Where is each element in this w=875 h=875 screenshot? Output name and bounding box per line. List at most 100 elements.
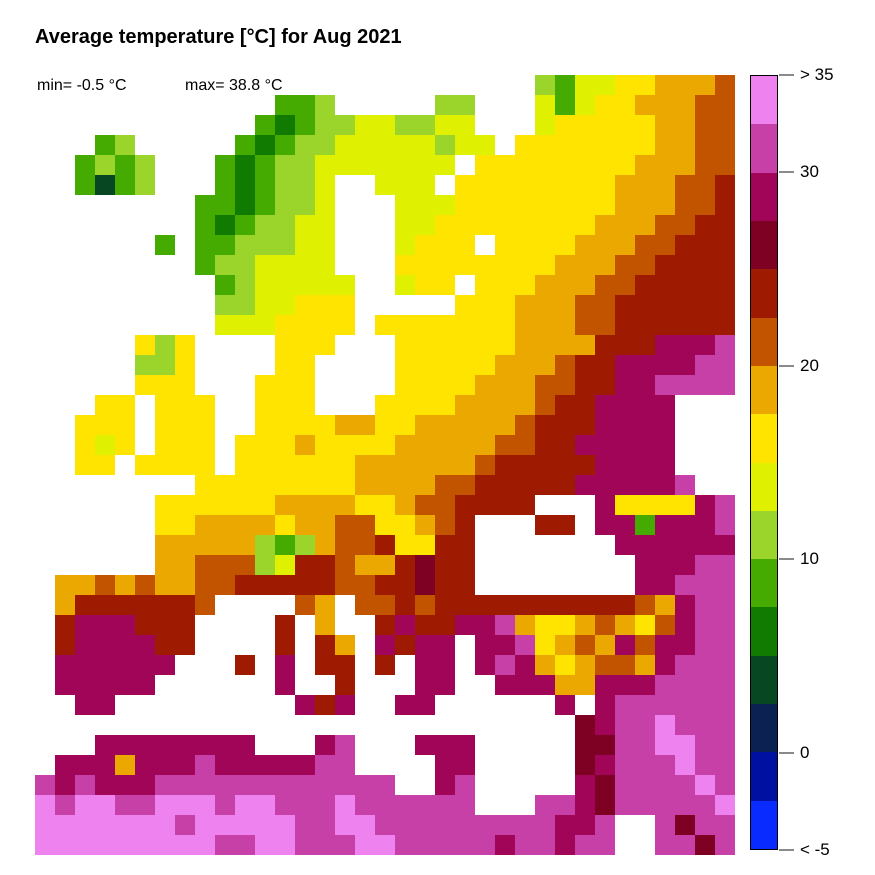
map-cell <box>435 535 475 555</box>
map-cell <box>75 795 115 815</box>
map-cell <box>195 635 275 655</box>
map-cell <box>455 615 495 635</box>
colorbar-segment <box>751 317 777 366</box>
map-cell <box>615 535 735 555</box>
map-cell <box>155 235 175 255</box>
map-cell <box>635 655 655 675</box>
map-cell <box>455 655 475 675</box>
map-cell <box>275 195 315 215</box>
map-cell <box>115 455 135 475</box>
map-cell <box>515 295 575 315</box>
map-cell <box>435 475 475 495</box>
colorbar-segment <box>751 704 777 753</box>
map-cell <box>635 555 695 575</box>
map-cell <box>215 395 255 415</box>
map-cell <box>695 595 735 615</box>
map-cell <box>675 475 695 495</box>
map-cell <box>95 155 115 175</box>
map-cell <box>475 95 535 115</box>
map-cell <box>35 235 155 255</box>
map-cell <box>275 315 355 335</box>
map-cell <box>135 435 155 455</box>
map-row <box>35 735 735 755</box>
map-row <box>35 255 735 275</box>
map-cell <box>55 795 75 815</box>
map-cell <box>615 795 715 815</box>
map-cell <box>455 155 475 175</box>
map-cell <box>155 675 275 695</box>
map-cell <box>235 435 295 455</box>
map-cell <box>155 575 195 595</box>
map-cell <box>655 715 675 735</box>
map-cell <box>575 95 595 115</box>
map-row <box>35 355 735 375</box>
map-cell <box>695 475 735 495</box>
map-cell <box>575 435 675 455</box>
map-cell <box>275 675 295 695</box>
map-cell <box>395 695 435 715</box>
map-cell <box>395 335 515 355</box>
map-cell <box>75 595 195 615</box>
map-cell <box>635 235 675 255</box>
map-cell <box>275 495 355 515</box>
map-cell <box>395 555 415 575</box>
map-cell <box>395 535 435 555</box>
map-cell <box>595 715 615 735</box>
map-cell <box>315 695 335 715</box>
map-cell <box>215 275 235 295</box>
map-row <box>35 795 735 815</box>
map-cell <box>335 235 395 255</box>
map-cell <box>455 275 475 295</box>
map-cell <box>195 475 355 495</box>
map-cell <box>135 395 155 415</box>
map-cell <box>395 235 415 255</box>
map-cell <box>355 735 415 755</box>
map-cell <box>235 455 355 475</box>
map-cell <box>435 175 455 195</box>
map-cell <box>355 675 415 695</box>
map-cell <box>655 615 675 635</box>
map-cell <box>695 635 735 655</box>
colorbar-segment <box>751 800 777 849</box>
map-cell <box>595 495 615 515</box>
map-cell <box>635 595 655 615</box>
map-cell <box>315 175 335 195</box>
map-cell <box>235 155 255 175</box>
map-cell <box>595 335 655 355</box>
map-cell <box>455 295 515 315</box>
map-cell <box>435 575 475 595</box>
map-cell <box>435 775 455 795</box>
map-cell <box>695 115 735 135</box>
map-cell <box>595 695 615 715</box>
map-cell <box>135 355 175 375</box>
map-cell <box>335 535 375 555</box>
map-cell <box>355 115 395 135</box>
map-row <box>35 415 735 435</box>
map-cell <box>575 375 615 395</box>
map-cell <box>235 195 255 215</box>
map-cell <box>275 515 295 535</box>
map-cell <box>255 395 315 415</box>
map-cell <box>355 795 475 815</box>
map-cell <box>35 375 135 395</box>
map-row <box>35 215 735 235</box>
map-cell <box>115 695 295 715</box>
map-cell <box>295 435 315 455</box>
map-cell <box>75 435 95 455</box>
map-cell <box>35 815 175 835</box>
map-row <box>35 75 735 95</box>
map-cell <box>395 275 415 295</box>
map-row <box>35 315 735 335</box>
map-cell <box>715 175 735 195</box>
map-cell <box>195 255 215 275</box>
map-cell <box>35 795 55 815</box>
map-cell <box>675 655 735 675</box>
map-row <box>35 695 735 715</box>
map-cell <box>355 275 395 295</box>
map-cell <box>335 415 375 435</box>
map-cell <box>695 615 735 635</box>
map-cell <box>35 435 75 455</box>
map-cell <box>215 415 255 435</box>
map-cell <box>575 755 595 775</box>
map-cell <box>555 695 575 715</box>
